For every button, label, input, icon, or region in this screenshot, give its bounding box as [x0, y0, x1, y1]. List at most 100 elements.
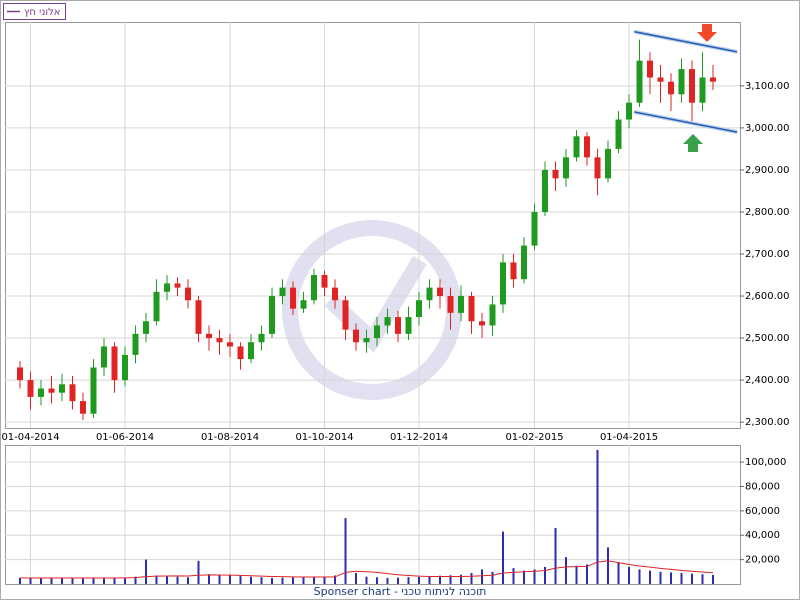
volume-bar	[19, 577, 21, 584]
y-tick-label: 3,100.00	[745, 81, 790, 92]
volume-bar	[628, 566, 630, 584]
volume-bar	[103, 578, 105, 584]
volume-bar	[397, 577, 399, 584]
volume-bar	[596, 449, 599, 584]
volume-bar	[187, 577, 189, 584]
x-tick-label: 01-10-2014	[295, 432, 353, 443]
candle-body	[363, 338, 370, 343]
volume-bar	[29, 578, 32, 584]
arrows	[683, 24, 717, 152]
candle-body	[678, 69, 685, 95]
x-tick-label: 01-04-2014	[1, 432, 59, 443]
volume-bar	[680, 573, 683, 584]
volume-bar	[617, 562, 620, 584]
candle-body	[143, 321, 149, 334]
x-tick-label: 01-06-2014	[96, 432, 154, 443]
volume-bar	[292, 577, 294, 584]
volume-bar	[61, 577, 63, 584]
volume-bar	[481, 569, 483, 584]
y-tick-label: 2,400.00	[745, 375, 790, 386]
volume-bar	[344, 518, 347, 584]
volume-bar	[691, 573, 693, 584]
volume-bar	[512, 568, 515, 584]
volume-bar	[418, 576, 420, 584]
volume-bar	[670, 572, 672, 584]
volume-bar	[533, 569, 536, 584]
candle-body	[521, 245, 527, 280]
volume-bar	[523, 570, 525, 584]
volume-bar	[260, 577, 263, 584]
volume-bar	[386, 577, 389, 584]
candle-body	[206, 333, 212, 339]
volume-bar	[281, 577, 284, 584]
candle-body	[531, 211, 538, 246]
candle-body	[59, 384, 65, 393]
candle-body	[699, 77, 706, 103]
candle-body	[510, 262, 517, 280]
volume-bar	[92, 577, 95, 584]
candle-body	[594, 157, 601, 179]
legend-label: אלוני חץ	[24, 7, 60, 18]
candle-body	[279, 287, 286, 297]
candle-body	[237, 346, 244, 360]
volume-bar	[554, 527, 557, 584]
y-tick-label: 20,000	[745, 555, 780, 566]
candle-body	[300, 300, 307, 309]
volume-bar	[197, 560, 200, 584]
candle-body	[290, 287, 296, 309]
volume-bar	[145, 559, 147, 584]
volume-bar	[439, 575, 441, 584]
candle-body	[500, 262, 506, 305]
candle-body	[489, 304, 496, 326]
candle-body	[468, 296, 475, 322]
volume-bar	[586, 564, 588, 584]
candle-body	[395, 317, 401, 334]
candle-body	[101, 346, 107, 368]
candle-body	[90, 367, 97, 414]
volume-bar	[134, 576, 137, 584]
candle-body	[185, 287, 191, 301]
candle-body	[195, 300, 202, 334]
volume-bar	[334, 575, 336, 584]
y-tick-label: 80,000	[745, 481, 780, 492]
volume-bar	[365, 576, 368, 584]
volume-bar	[659, 571, 662, 584]
candle-body	[342, 300, 349, 330]
volume-bar	[460, 574, 462, 584]
volume-bar	[712, 574, 714, 584]
candle-body	[216, 338, 223, 343]
x-tick-label: 01-04-2015	[600, 432, 658, 443]
volume-bar	[218, 575, 221, 584]
y-tick-label: 2,600.00	[745, 291, 790, 302]
candle-body	[405, 317, 412, 334]
candle-body	[48, 388, 55, 393]
volume-bar	[607, 547, 609, 584]
volume-bar	[166, 576, 168, 584]
volume-panel	[5, 445, 741, 585]
candle-body	[447, 296, 454, 313]
candle-body	[668, 81, 674, 95]
y-tick-label: 2,300.00	[745, 417, 790, 428]
candle-body	[542, 169, 548, 212]
volume-bar	[313, 576, 315, 584]
channel-line	[634, 30, 738, 53]
volume-bar	[428, 576, 431, 584]
candle-body	[111, 346, 118, 381]
volume-bar	[208, 574, 210, 584]
candle-body	[605, 148, 611, 179]
volume-bar	[239, 576, 242, 584]
volume-bar	[176, 576, 179, 584]
candle-body	[80, 401, 86, 414]
candle-body	[458, 296, 464, 313]
candle-body	[384, 317, 391, 326]
y-tick-label: 2,900.00	[745, 165, 790, 176]
candle-body	[563, 157, 569, 179]
volume-bar	[575, 565, 578, 584]
volume-bar	[701, 574, 704, 584]
candle-body	[17, 367, 23, 381]
candle-body	[584, 136, 590, 158]
volume-bar	[40, 577, 42, 584]
volume-bar	[71, 578, 74, 584]
